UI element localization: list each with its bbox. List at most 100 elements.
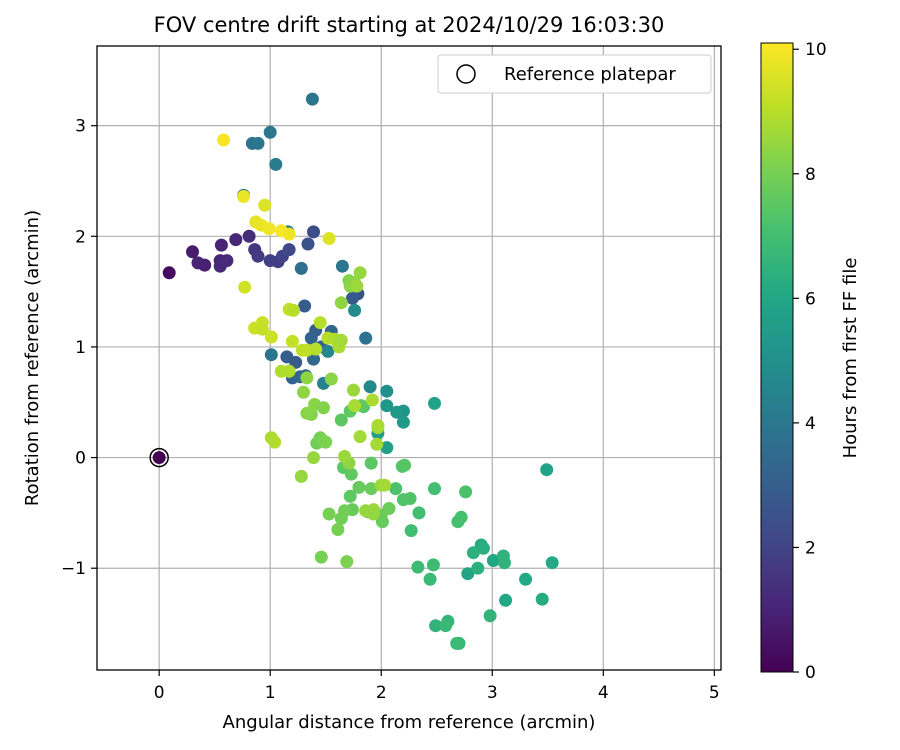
data-point [301,237,315,251]
data-point [476,541,490,555]
data-point [251,249,265,263]
data-point [461,567,475,581]
chart-title: FOV centre drift starting at 2024/10/29 … [154,13,665,37]
data-point [535,592,549,606]
data-point [307,451,320,465]
data-point [375,515,389,529]
data-point [350,279,364,293]
y-tick-label: 0 [75,449,86,469]
colorbar-gradient [760,42,794,673]
data-point [347,383,360,397]
data-points [152,92,559,650]
data-point [307,225,320,239]
data-point [364,456,378,470]
data-point [545,556,559,570]
reference-point-dot [152,451,166,465]
colorbar-tick-label: 0 [805,663,816,683]
data-point [411,560,425,574]
x-tick-label: 0 [154,683,165,703]
data-point [426,558,440,572]
legend-entry-reference-platepar: Reference platepar [504,64,676,85]
data-point [429,619,443,633]
legend-reference-marker [456,64,476,84]
data-point [363,380,377,394]
data-point [428,482,441,496]
x-tick-label: 1 [265,683,276,703]
colorbar-tick-label: 6 [805,289,816,309]
colorbar: 0 2 4 6 8 10 Hours from first FF file [760,40,861,683]
data-point [348,303,362,317]
data-point [382,502,396,515]
x-tick-label: 5 [709,683,720,703]
data-point [220,254,234,268]
data-point [389,482,403,496]
data-point [305,92,319,106]
data-point [334,296,348,310]
grid [97,46,721,670]
data-point [229,233,243,247]
data-point [298,299,312,313]
y-tick-label: −1 [61,559,86,579]
data-point [343,489,357,503]
data-point [352,480,366,494]
data-point [217,133,231,147]
data-point [251,136,265,150]
x-tick-label: 4 [598,683,609,703]
data-point [364,482,378,496]
colorbar-tick-label: 4 [805,414,816,434]
data-point [365,393,379,407]
data-point [380,384,394,398]
data-point [378,478,392,492]
legend: Reference platepar [437,54,712,94]
data-point [540,463,554,477]
data-point [483,609,497,623]
data-point [322,232,336,245]
data-point [268,435,282,449]
x-tick-label: 3 [487,683,498,703]
data-point [309,342,323,356]
data-point [499,593,513,607]
data-point [338,504,352,518]
data-point [344,467,358,481]
data-point [423,572,437,586]
data-point [519,572,533,586]
data-point [335,259,349,273]
data-point [371,419,385,432]
data-point [439,619,453,633]
data-point [282,243,296,257]
data-point [338,450,352,463]
data-point [334,413,348,427]
data-point [214,238,228,252]
data-point [345,291,359,305]
colorbar-label: Hours from first FF file [840,258,861,459]
data-point [237,190,251,203]
data-point [367,507,380,521]
y-tick-label: 2 [75,227,86,247]
data-point [359,331,373,345]
x-axis-ticks: 0 1 2 3 4 5 [154,670,720,703]
data-point [186,245,199,259]
data-point [348,399,362,413]
data-point [322,507,336,521]
data-point [466,546,480,560]
data-point [258,198,272,212]
data-point [403,492,417,505]
x-tick-label: 2 [376,683,387,703]
data-point [390,405,404,419]
data-point [264,330,278,344]
data-point [412,506,426,520]
data-point [471,561,485,575]
data-point [451,515,465,529]
data-point [334,333,348,347]
y-tick-label: 1 [75,338,86,358]
y-axis-ticks: −1 0 1 2 3 [61,117,97,579]
legend-box [437,54,712,94]
data-point [294,469,308,483]
data-point [297,385,310,399]
data-point [324,372,338,386]
data-point [498,556,511,570]
data-point [242,229,256,243]
data-point [404,524,418,538]
data-point [428,396,441,410]
data-point [300,371,314,385]
